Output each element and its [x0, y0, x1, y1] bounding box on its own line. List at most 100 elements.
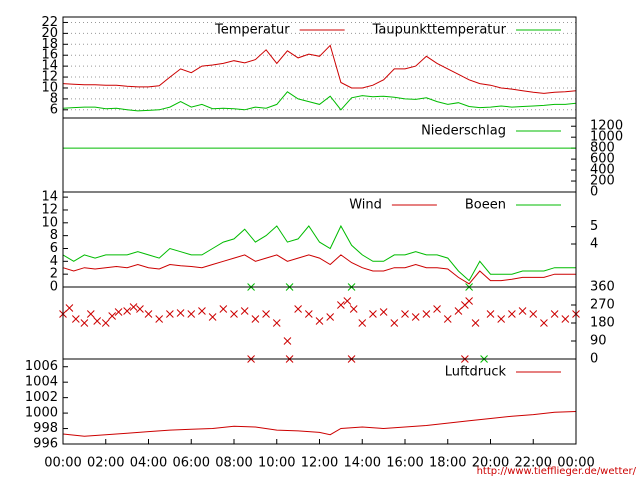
footer-url: http://www.tiefflieger.de/wetter/ — [477, 466, 637, 477]
y-tick-label: 6 — [50, 102, 58, 117]
legend-label: Niederschlag — [421, 124, 506, 139]
x-tick-label: 00:00 — [44, 456, 81, 471]
direction-point — [315, 317, 324, 325]
y-tick-label: 270 — [590, 298, 615, 313]
direction-point — [294, 305, 302, 313]
direction-point — [326, 313, 335, 321]
y-tick-label: 998 — [33, 421, 58, 436]
series-line — [62, 254, 576, 285]
direction-point — [65, 304, 74, 312]
direction-point — [108, 312, 117, 320]
direction-point — [114, 308, 123, 316]
direction-point — [166, 310, 174, 318]
y-tick-label: 1000 — [590, 130, 623, 145]
y-tick-label: 22 — [41, 15, 58, 30]
y-tick-label: 14 — [41, 59, 58, 74]
direction-point — [401, 310, 409, 318]
direction-point — [283, 337, 292, 345]
y-tick-label: 360 — [590, 280, 615, 295]
x-tick-label: 14:00 — [344, 456, 381, 471]
y-tick-label: 14 — [41, 190, 58, 205]
direction-point — [540, 319, 548, 327]
y-tick-label: 1002 — [25, 390, 58, 405]
direction-point — [129, 303, 138, 311]
x-tick-label: 10:00 — [258, 456, 295, 471]
direction-point — [219, 305, 228, 313]
direction-point — [349, 305, 358, 313]
y-tick-label: 16 — [41, 48, 58, 63]
x-tick-label: 00:00 — [557, 456, 594, 471]
direction-point — [518, 307, 527, 315]
direction-point — [508, 310, 516, 318]
x-tick-label: 20:00 — [472, 456, 509, 471]
y-tick-label: 996 — [33, 437, 58, 452]
legend-label: Luftdruck — [445, 365, 507, 380]
y-tick-label: 180 — [590, 316, 615, 331]
y-tick-label: 20 — [41, 26, 58, 41]
direction-point — [422, 310, 431, 318]
y2-tick-label: 5 — [590, 219, 598, 234]
series-line — [62, 91, 577, 112]
y-tick-label: 18 — [41, 37, 58, 52]
direction-point — [198, 307, 206, 315]
direction-point — [390, 319, 399, 327]
direction-point — [251, 315, 260, 323]
direction-point — [101, 319, 110, 327]
legend-label: Taupunkttemperatur — [372, 23, 507, 38]
y-tick-label: 90 — [590, 334, 607, 349]
direction-point — [155, 315, 164, 323]
direction-point — [71, 315, 80, 323]
series-line — [62, 224, 576, 282]
y-tick-label: 6 — [50, 241, 58, 256]
x-tick-label: 22:00 — [515, 456, 552, 471]
y-tick-label: 12 — [41, 70, 58, 85]
y-tick-label: 2 — [50, 267, 58, 282]
y2-tick-label: 4 — [590, 236, 598, 251]
series-line — [62, 44, 577, 94]
y-tick-label: 1004 — [25, 375, 58, 390]
y-tick-label: 10 — [41, 215, 58, 230]
direction-point — [379, 308, 388, 316]
direction-point — [343, 297, 352, 305]
direction-point — [550, 310, 559, 318]
y-tick-label: 4 — [50, 254, 58, 269]
direction-point — [471, 319, 480, 327]
direction-point — [454, 307, 463, 315]
y-tick-label: 1000 — [25, 406, 58, 421]
y-tick-label: 12 — [41, 202, 58, 217]
direction-point — [369, 310, 377, 318]
x-tick-label: 04:00 — [130, 456, 167, 471]
direction-point — [144, 310, 153, 318]
direction-point — [304, 310, 313, 318]
direction-point — [497, 315, 506, 323]
x-tick-label: 02:00 — [87, 456, 124, 471]
legend-label: Temperatur — [214, 23, 290, 38]
direction-point — [358, 319, 367, 327]
direction-point — [80, 319, 89, 327]
direction-point — [240, 307, 249, 315]
direction-point — [176, 309, 185, 317]
y-tick-label: 800 — [590, 141, 615, 156]
y-tick-label: 600 — [590, 152, 615, 167]
direction-point — [337, 301, 345, 309]
direction-point — [136, 305, 144, 313]
direction-point — [529, 310, 538, 318]
series-line — [62, 411, 577, 437]
y-tick-label: 1006 — [25, 359, 58, 374]
y-tick-label: 0 — [590, 352, 598, 367]
x-tick-label: 18:00 — [429, 456, 466, 471]
direction-point — [208, 313, 217, 321]
direction-point — [486, 310, 495, 318]
x-tick-label: 12:00 — [301, 456, 338, 471]
legend-label: Wind — [349, 198, 382, 213]
plot-frame — [62, 358, 577, 445]
y-tick-label: 400 — [590, 163, 615, 178]
y-tick-label: 10 — [41, 80, 58, 95]
direction-point — [465, 297, 473, 305]
y-tick-label: 0 — [50, 280, 58, 295]
direction-point — [411, 313, 420, 321]
direction-point — [93, 317, 102, 325]
direction-point — [433, 305, 441, 313]
